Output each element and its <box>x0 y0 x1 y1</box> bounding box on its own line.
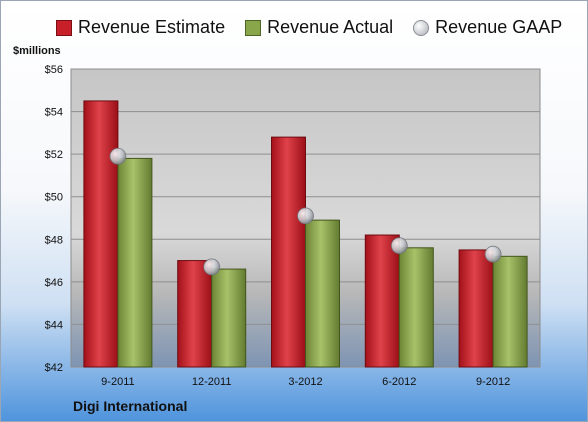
company-name: Digi International <box>73 398 188 414</box>
bar-revenue-actual <box>305 219 340 368</box>
y-tick-label: $42 <box>45 362 63 374</box>
legend-swatch-gaap <box>413 19 430 36</box>
legend-item-actual: Revenue Actual <box>245 17 393 38</box>
y-tick-label: $56 <box>45 64 63 76</box>
marker-revenue-gaap <box>484 245 502 263</box>
legend: Revenue Estimate Revenue Actual Revenue … <box>56 17 562 38</box>
legend-item-estimate: Revenue Estimate <box>56 17 225 38</box>
axis-ticks: $42 $44 $46 $48 $50 $52 $54 $56 9-2011 12-2011 3-2… <box>45 64 511 388</box>
bar-revenue-estimate <box>271 136 306 368</box>
legend-item-gaap: Revenue GAAP <box>413 17 562 38</box>
y-tick-label: $50 <box>45 192 63 204</box>
x-tick-label: 6-2012 <box>382 376 416 388</box>
y-tick-label: $46 <box>45 277 63 289</box>
legend-swatch-estimate <box>56 19 72 36</box>
gaap-markers <box>109 147 502 276</box>
legend-label-actual: Revenue Actual <box>267 17 394 37</box>
bar-revenue-estimate <box>83 100 119 368</box>
y-tick-label: $52 <box>45 149 63 161</box>
x-tick-label: 12-2011 <box>192 376 232 388</box>
marker-revenue-gaap <box>203 258 221 276</box>
y-axis-unit-label: $millions <box>13 45 61 57</box>
bar-revenue-actual <box>492 255 528 368</box>
marker-revenue-gaap <box>297 207 314 225</box>
y-tick-label: $48 <box>45 234 63 246</box>
bar-revenue-actual <box>117 157 153 368</box>
y-tick-label: $54 <box>45 107 63 119</box>
marker-revenue-gaap <box>390 237 408 255</box>
bar-revenue-actual <box>398 247 434 368</box>
x-tick-label: 9-2011 <box>101 376 134 388</box>
x-tick-label: 3-2012 <box>288 376 322 388</box>
legend-label-gaap: Revenue GAAP <box>435 17 563 37</box>
legend-label-estimate: Revenue Estimate <box>78 17 226 37</box>
marker-revenue-gaap <box>109 147 127 165</box>
bar-revenue-estimate <box>458 249 494 368</box>
bar-revenue-estimate <box>364 234 400 368</box>
legend-swatch-actual <box>245 19 262 36</box>
bar-revenue-actual <box>211 268 247 368</box>
bars <box>83 100 528 368</box>
y-tick-label: $44 <box>45 319 63 331</box>
x-tick-label: 9-2012 <box>476 376 510 388</box>
bar-revenue-estimate <box>177 260 213 368</box>
